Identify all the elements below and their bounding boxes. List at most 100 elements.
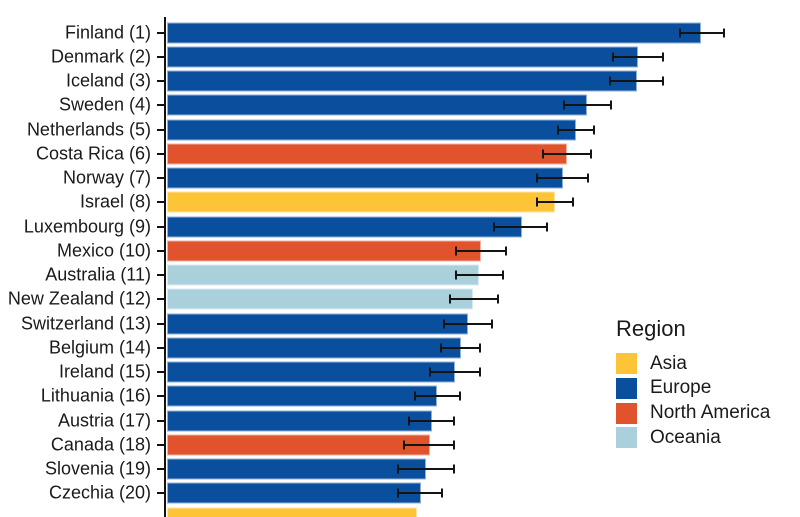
category-label-slovenia: Slovenia (19) [44,458,151,479]
bar-luxembourg [167,216,523,237]
legend-item-north-america: North America [616,401,786,426]
error-bar-cap-low-sweden [562,100,565,110]
bar-costa-rica [167,143,567,165]
category-label-norway: Norway (7) [62,167,151,188]
error-bar-cap-high-ireland [479,367,482,377]
legend-swatch-oceania [616,427,637,449]
legend-item-europe: Europe [616,376,786,401]
axis-tick-belgium [157,346,164,349]
error-bar-cap-low-mexico [454,246,457,256]
error-bar-australia [454,274,505,276]
bar-new-zealand [167,288,473,310]
error-bar-cap-high-switzerland [490,319,493,328]
error-bar-cap-low-netherlands [556,125,559,134]
error-bar-slovenia [396,468,455,470]
error-bar-cap-high-iceland [662,76,665,86]
axis-tick-canada [157,443,164,446]
error-bar-cap-low-new-zealand [449,294,452,304]
error-bar-cap-low-australia [454,270,457,280]
error-bar-new-zealand [449,298,499,301]
legend: Region Asia Europe North America Oceania [616,316,786,450]
axis-tick-finland [157,31,164,34]
legend-swatch-north-america [616,402,637,424]
category-label-finland: Finland (1) [64,22,151,42]
axis-tick-lithuania [157,395,164,398]
axis-tick-mexico [157,249,164,252]
axis-tick-norway [157,177,164,179]
legend-swatch-europe [616,377,637,399]
axis-tick-costa-rica [157,152,164,155]
legend-label-europe: Europe [650,377,712,399]
legend-label-north-america: North America [650,402,771,424]
bar-mexico [167,240,481,262]
axis-tick-austria [157,419,164,422]
error-bar-cap-high-australia [502,270,505,280]
category-label-lithuania: Lithuania (16) [40,385,151,406]
category-label-israel: Israel (8) [79,191,151,212]
error-bar-cap-low-canada [402,440,405,450]
category-label-new-zealand: New Zealand (12) [7,288,151,309]
axis-tick-iceland [157,80,164,82]
error-bar-cap-low-austria [408,416,411,425]
axis-tick-netherlands [157,128,164,131]
error-bar-cap-low-finland [678,28,681,37]
error-bar-cap-low-lithuania [414,391,417,401]
error-bar-iceland [609,80,665,82]
bar-belgium [167,337,461,359]
legend-item-asia: Asia [616,351,786,376]
category-label-canada: Canada (18) [50,434,151,455]
legend-swatch-asia [616,353,637,375]
category-label-australia: Australia (11) [45,264,151,285]
error-bar-cap-low-israel [536,197,539,207]
error-bar-lithuania [414,395,461,398]
error-bar-cap-low-switzerland [443,319,446,328]
error-bar-belgium [440,346,482,349]
category-label-luxembourg: Luxembourg (9) [23,216,151,236]
error-bar-cap-high-czechia [441,488,444,498]
error-bar-cap-high-netherlands [592,125,595,134]
category-label-costa-rica: Costa Rica (6) [35,143,151,164]
axis-tick-switzerland [157,322,164,325]
error-bar-cap-high-norway [586,173,589,183]
error-bar-cap-low-czechia [396,488,399,498]
bar-austria [167,410,432,431]
error-bar-cap-low-belgium [440,343,443,353]
bar-ireland [167,361,455,383]
error-bar-sweden [562,104,612,107]
error-bar-cap-low-slovenia [396,464,399,474]
bar-australia [167,264,480,286]
error-bar-denmark [611,55,665,58]
error-bar-cap-high-costa-rica [589,149,592,159]
error-bar-cap-high-belgium [479,343,482,353]
category-label-austria: Austria (17) [57,410,151,430]
error-bar-cap-high-luxembourg [545,222,548,231]
category-label-switzerland: Switzerland (13) [20,313,151,333]
bar-denmark [167,46,639,68]
error-bar-luxembourg [492,225,548,228]
error-bar-ireland [428,371,482,373]
axis-tick-denmark [157,55,164,58]
bar-finland [167,22,701,43]
bar-israel [167,191,555,213]
category-label-netherlands: Netherlands (5) [26,119,151,139]
axis-tick-sweden [157,104,164,107]
error-bar-cap-high-denmark [662,52,665,62]
category-label-belgium: Belgium (14) [48,337,151,358]
bar-rank-21 [167,507,418,517]
category-label-czechia: Czechia (20) [48,482,151,503]
error-bar-canada [402,443,455,446]
axis-tick-new-zealand [157,298,164,301]
axis-tick-czechia [157,492,164,495]
error-bar-netherlands [556,128,595,131]
bar-lithuania [167,385,438,407]
bar-canada [167,434,430,456]
error-bar-cap-high-israel [572,197,575,207]
legend-label-asia: Asia [650,352,687,374]
axis-tick-australia [157,274,164,276]
bar-slovenia [167,458,427,480]
category-label-sweden: Sweden (4) [58,94,151,115]
axis-tick-ireland [157,371,164,373]
error-bar-switzerland [443,322,493,325]
